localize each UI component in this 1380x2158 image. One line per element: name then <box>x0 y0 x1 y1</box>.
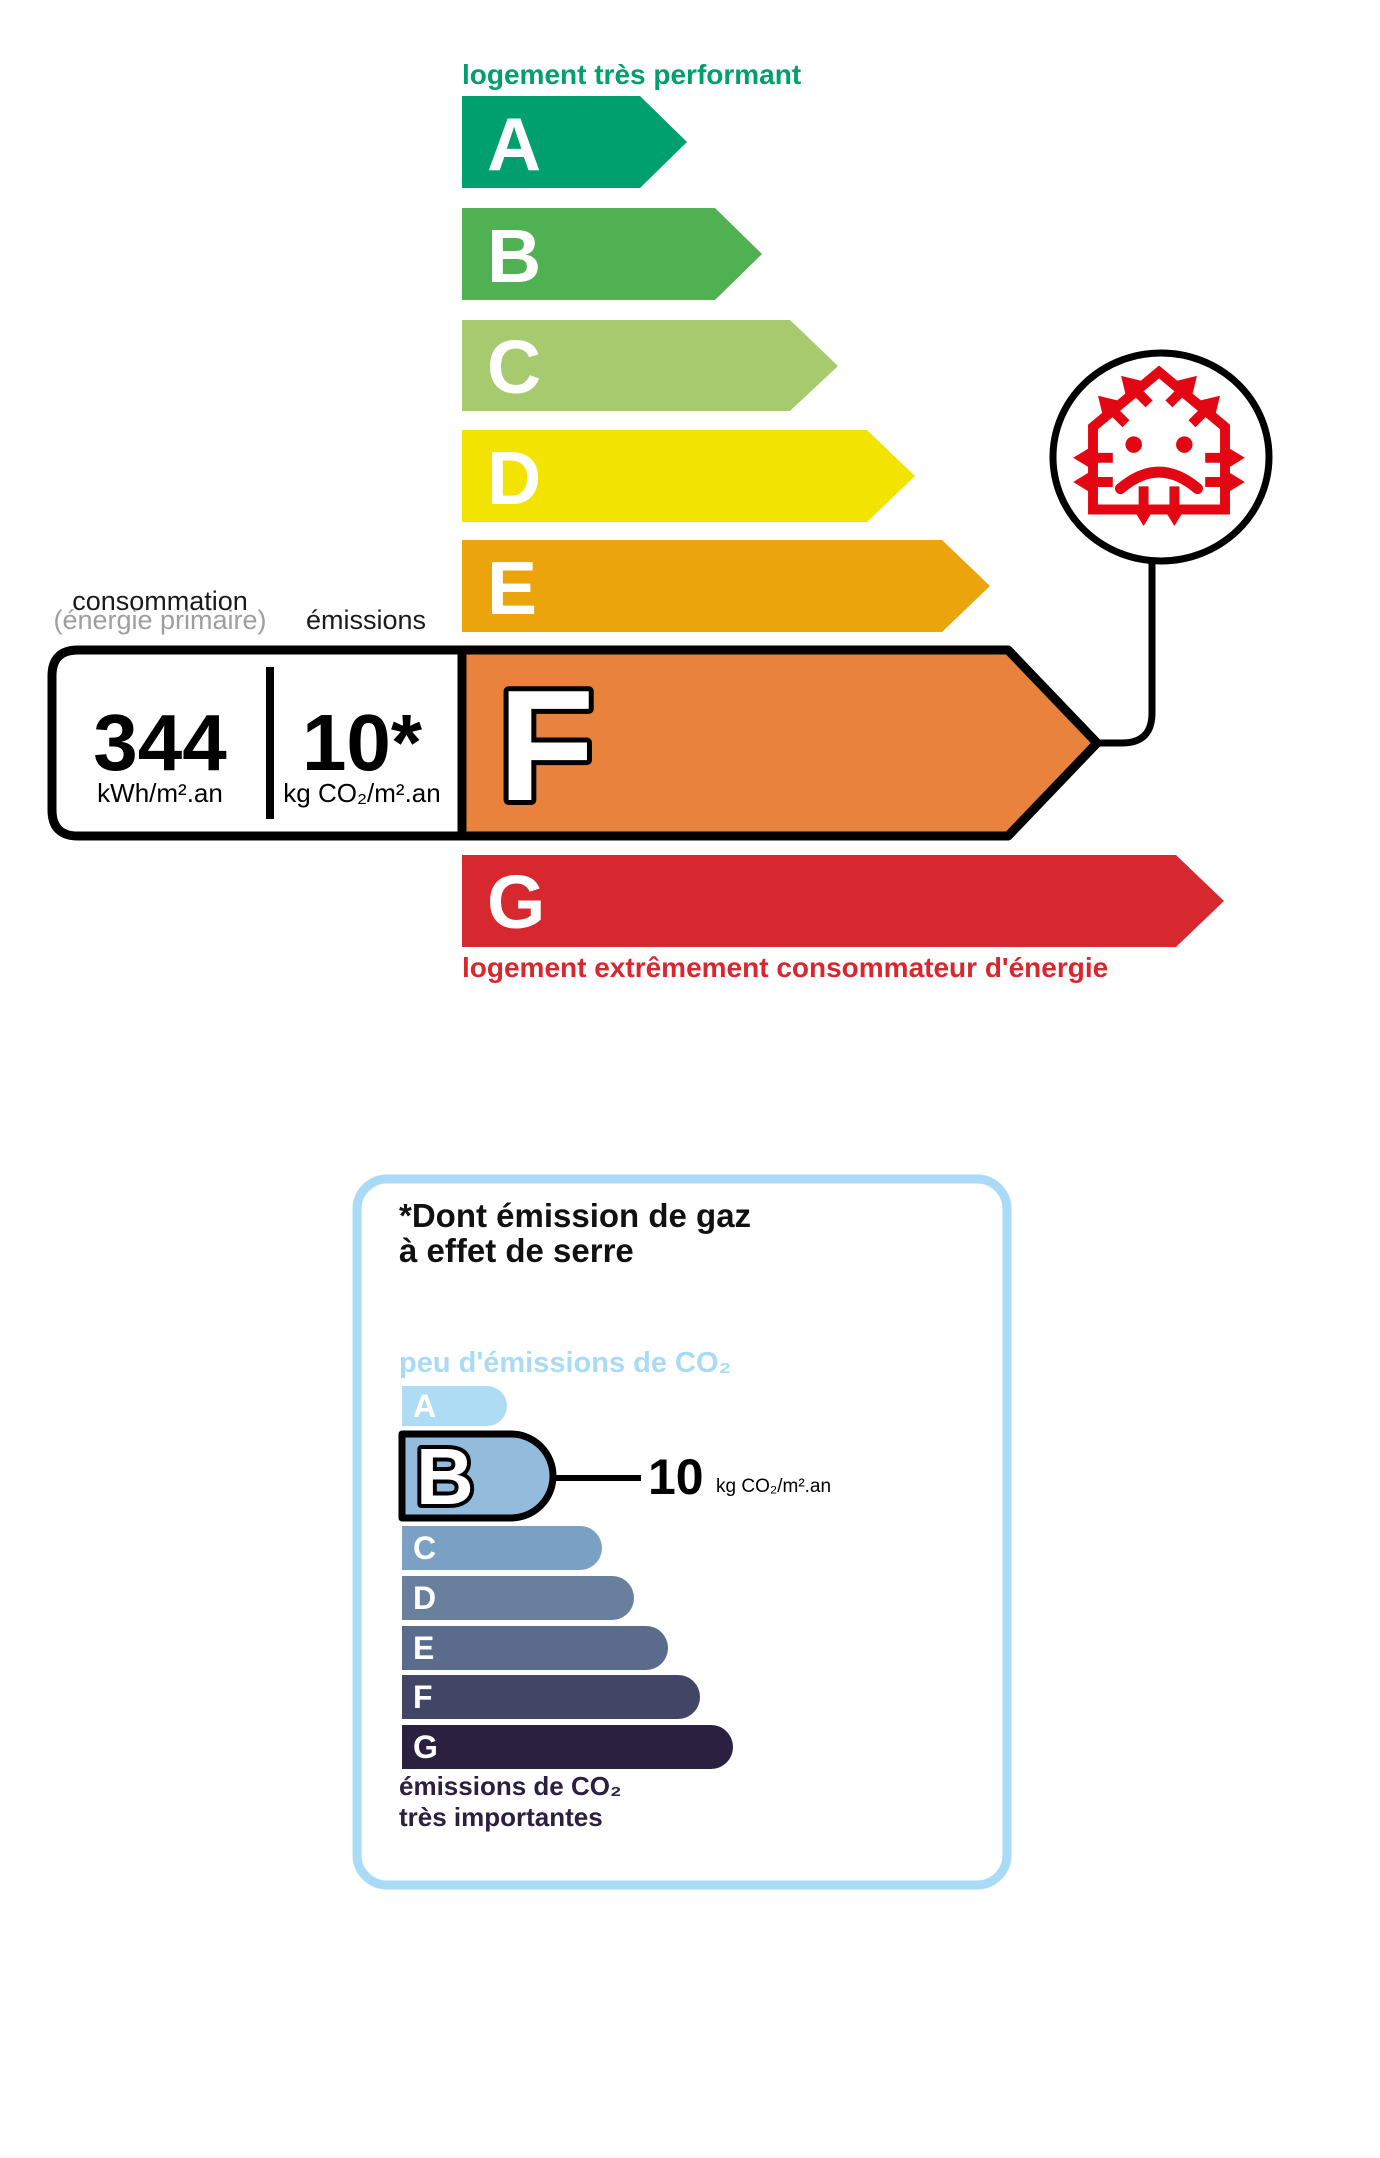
co2-letter-f: F <box>413 1679 433 1715</box>
grade-letter-g: G <box>487 860 545 944</box>
grade-arrow-c <box>462 320 838 411</box>
energy-caption-top: logement très performant <box>462 59 801 90</box>
energy-grade-row-b: B <box>462 208 762 300</box>
grade-arrow-g <box>462 855 1224 947</box>
co2-title-line1: *Dont émission de gaz <box>399 1197 751 1234</box>
co2-value-unit: kg CO₂/m².an <box>716 1476 831 1497</box>
co2-rating-letter: B <box>416 1432 474 1521</box>
co2-caption-top: peu d'émissions de CO₂ <box>399 1347 731 1379</box>
sad-house-heat-loss-icon <box>1049 349 1273 747</box>
co2-bar-d <box>402 1576 634 1620</box>
grade-letter-e: E <box>487 546 537 630</box>
grade-arrow-a <box>462 96 687 188</box>
rating-grade-letter: F <box>498 658 595 834</box>
consumption-unit: kWh/m².an <box>97 778 223 808</box>
rating-row: 344 kWh/m².an 10* kg CO₂/m².an F <box>47 645 1102 841</box>
energy-grade-row-g: G <box>462 855 1224 947</box>
co2-bar-f <box>402 1675 700 1719</box>
house-outline <box>1088 365 1230 515</box>
co2-letter-a: A <box>413 1388 436 1424</box>
energy-grade-row-e: E <box>462 540 990 632</box>
sad-house-glyph <box>1073 367 1245 526</box>
energy-caption-bottom: logement extrêmement consommateur d'éner… <box>462 952 1108 983</box>
emissions-value: 10* <box>302 698 423 787</box>
co2-letter-g: G <box>413 1729 438 1765</box>
grade-letter-c: C <box>487 325 541 409</box>
consumption-value: 344 <box>93 698 227 787</box>
co2-bar-c <box>402 1526 602 1570</box>
consumption-subheader-label: (énergie primaire) <box>53 605 266 635</box>
energy-grade-row-d: D <box>462 430 915 522</box>
energy-grade-row-a: A <box>462 96 687 188</box>
grade-letter-b: B <box>487 214 541 298</box>
co2-caption-bottom-line1: émissions de CO₂ <box>399 1771 622 1801</box>
house-eye-left <box>1125 436 1142 453</box>
house-eye-right <box>1176 436 1193 453</box>
co2-panel: *Dont émission de gaz à effet de serre p… <box>352 1174 1012 1890</box>
rating-arrow <box>457 645 1102 841</box>
badge-connector-line <box>1097 561 1156 747</box>
value-box-header: consommation (énergie primaire) émission… <box>53 586 426 635</box>
emissions-header-label: émissions <box>306 605 426 635</box>
co2-bar-e <box>402 1626 668 1670</box>
co2-caption-bottom-line2: très importantes <box>399 1802 603 1832</box>
co2-value: 10 <box>648 1449 704 1505</box>
grade-arrow-b <box>462 208 762 300</box>
co2-title-line2: à effet de serre <box>399 1232 634 1269</box>
co2-bar-g <box>402 1725 733 1769</box>
grade-arrow-e <box>462 540 990 632</box>
grade-letter-d: D <box>487 436 541 520</box>
energy-grade-row-c: C <box>462 320 838 411</box>
house-frown-mouth <box>1115 466 1204 495</box>
co2-letter-c: C <box>413 1530 436 1566</box>
co2-bar-a <box>402 1386 507 1426</box>
grade-letter-a: A <box>487 102 541 186</box>
consumption-header-label: consommation <box>72 586 248 616</box>
emissions-unit: kg CO₂/m².an <box>283 778 440 808</box>
grade-arrow-d <box>462 430 915 522</box>
co2-letter-e: E <box>413 1630 434 1666</box>
co2-letter-d: D <box>413 1580 436 1616</box>
